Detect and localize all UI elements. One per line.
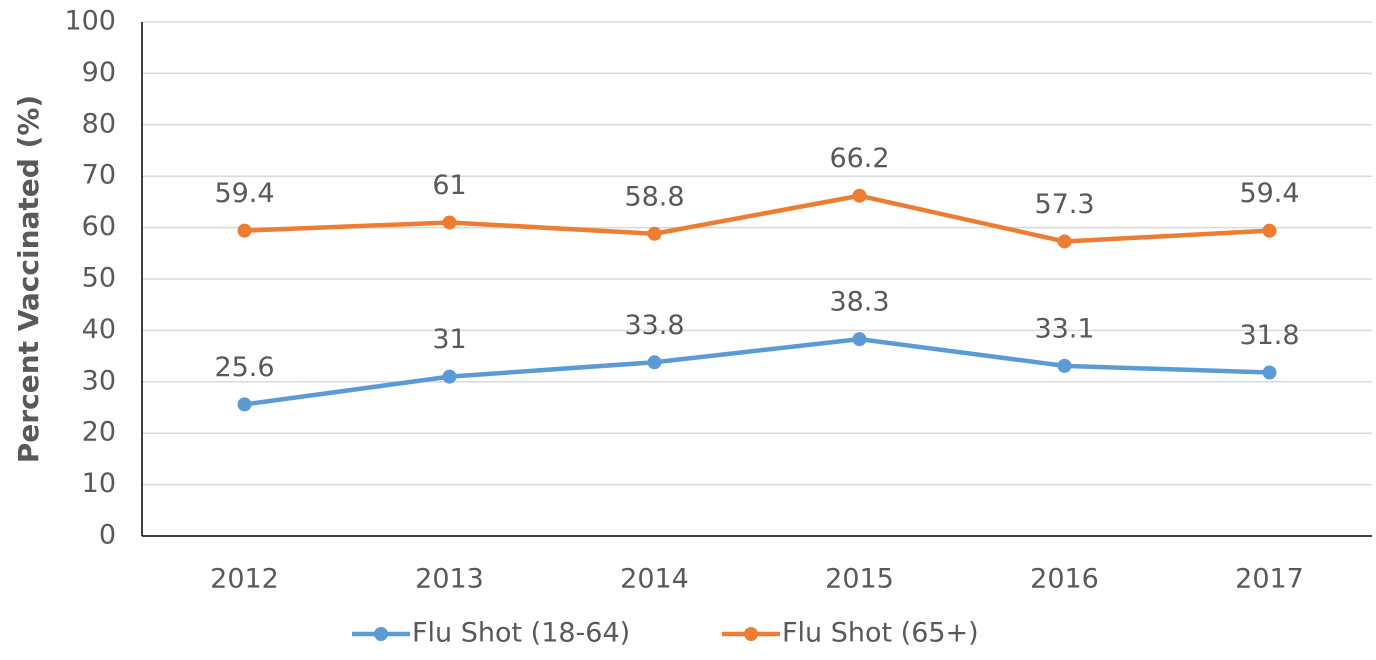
legend-label: Flu Shot (18-64) (412, 618, 630, 649)
legend-marker (744, 627, 758, 641)
x-tick-label: 2015 (825, 564, 894, 595)
series-line (244, 193, 1270, 244)
point (442, 215, 457, 230)
data-label: 25.6 (214, 352, 274, 383)
point (237, 397, 252, 412)
data-label: 33.1 (1034, 313, 1094, 344)
data-label: 59.4 (1239, 178, 1299, 209)
x-tick-label: 2012 (210, 564, 279, 595)
data-label: 66.2 (829, 143, 889, 174)
point (647, 226, 662, 241)
point (442, 369, 457, 384)
x-tick-label: 2014 (620, 564, 689, 595)
x-tick-label: 2013 (415, 564, 484, 595)
data-label: 38.3 (829, 287, 889, 318)
data-label: 31.8 (1239, 320, 1299, 351)
point (852, 188, 867, 203)
y-tick-label: 60 (82, 211, 116, 242)
y-tick-label: 80 (82, 108, 116, 139)
point (647, 355, 662, 370)
y-tick-label: 0 (99, 520, 116, 551)
data-label: 33.8 (624, 310, 684, 341)
data-label: 31 (432, 324, 466, 355)
y-tick-label: 50 (82, 263, 116, 294)
y-tick-label: 90 (82, 57, 116, 88)
y-tick-label: 20 (82, 417, 116, 448)
y-tick-label: 70 (82, 160, 116, 191)
point (237, 223, 252, 238)
data-label: 61 (432, 170, 466, 201)
series-line (244, 336, 1270, 407)
point (1057, 358, 1072, 373)
legend-marker (374, 627, 388, 641)
y-axis-label: Percent Vaccinated (%) (12, 95, 45, 463)
data-label: 59.4 (214, 178, 274, 209)
x-tick-label: 2017 (1235, 564, 1304, 595)
y-tick-label: 100 (64, 6, 116, 37)
point (1057, 234, 1072, 249)
data-label: 58.8 (624, 181, 684, 212)
point (852, 332, 867, 347)
legend-label: Flu Shot (65+) (782, 618, 979, 649)
y-tick-label: 10 (82, 468, 116, 499)
x-tick-label: 2016 (1030, 564, 1099, 595)
point (1262, 223, 1277, 238)
y-tick-label: 40 (82, 314, 116, 345)
data-label: 57.3 (1034, 189, 1094, 220)
y-tick-label: 30 (82, 365, 116, 396)
point (1262, 365, 1277, 380)
